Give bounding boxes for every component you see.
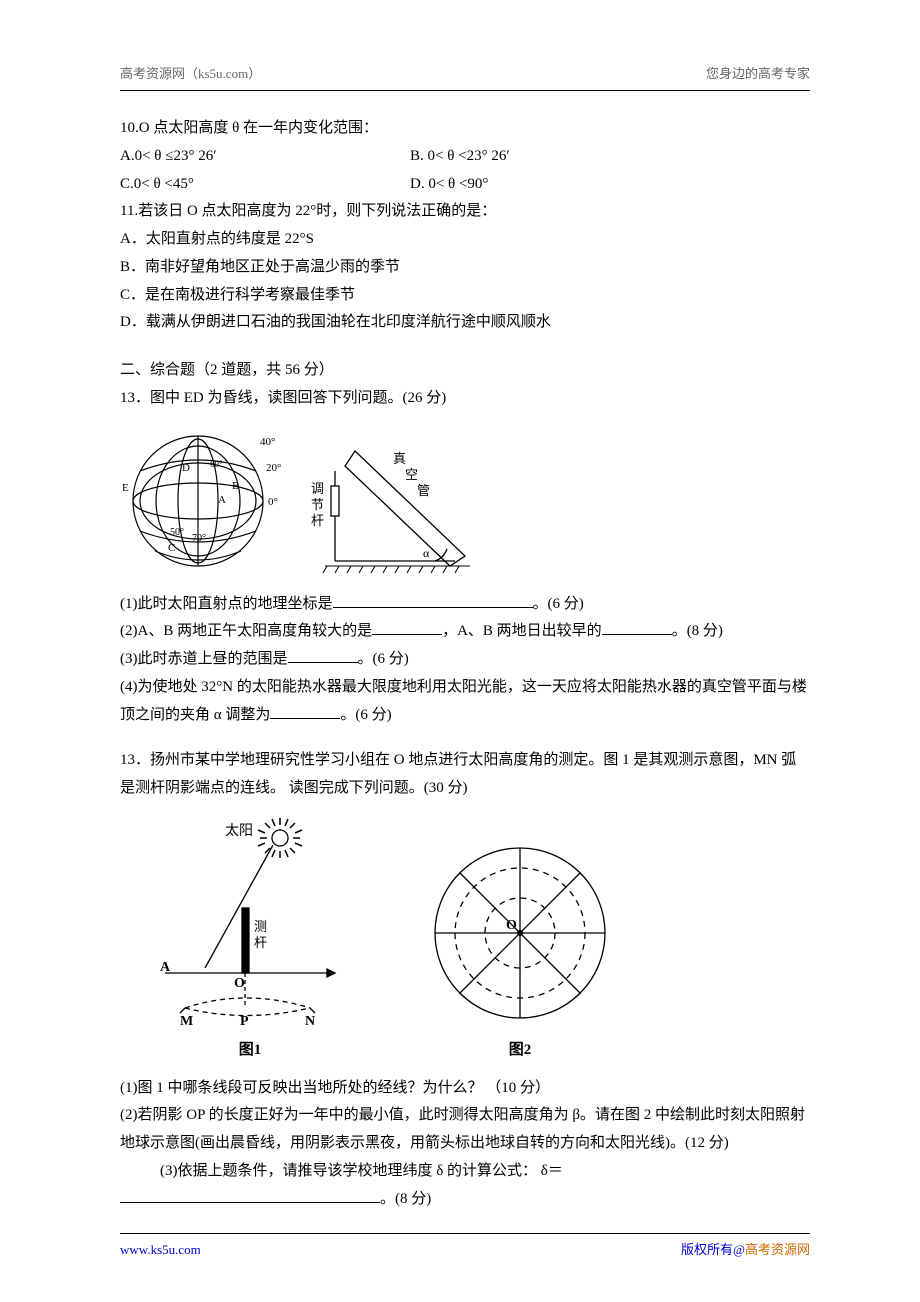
lbl-alpha: α [423,546,430,560]
q13b-p3b: 。(8 分) [120,1186,810,1214]
cap1: 图1 [150,1037,350,1065]
q11-d: D．载满从伊朗进口石油的我国油轮在北印度洋航行途中顺风顺水 [120,309,810,337]
q11-stem: 11.若该日 O 点太阳高度为 22°时，则下列说法正确的是： [120,198,810,226]
q10-optB: B. 0< θ <23° 26′ [410,143,510,171]
lbl-t2: 空 [405,467,418,482]
footer-url: www.ks5u.com [120,1238,201,1262]
q10-stem: 10.O 点太阳高度 θ 在一年内变化范围： [120,115,810,143]
lbl-adj3: 杆 [311,513,324,528]
heater-diagram: 调 节 杆 真 空 管 α [305,421,495,581]
q13b-stem: 13．扬州市某中学地理研究性学习小组在 O 地点进行太阳高度角的测定。图 1 是… [120,747,810,803]
lbl-40: 40° [260,436,275,448]
lbl-60: 60° [210,459,223,469]
q11-a: A．太阳直射点的纬度是 22°S [120,226,810,254]
lbl-50: 50° [170,527,184,538]
blank [602,620,672,635]
lbl-rod2: 杆 [254,935,267,950]
lbl-adj1: 调 [311,481,324,496]
globe-diagram: 40° 20° 0° E D 60° B A C 50° 70° [120,421,285,581]
lbl-N: N [305,1014,315,1029]
blank [372,620,442,635]
q13a-p1: (1)此时太阳直射点的地理坐标是。(6 分) [120,591,810,619]
lbl-0: 0° [268,496,278,508]
q13b-p2: (2)若阴影 OP 的长度正好为一年中的最小值，此时测得太阳高度角为 β。请在图… [120,1102,810,1158]
lbl-A: A [218,494,226,506]
lbl-O2: O [506,918,517,933]
lbl-E: E [122,482,129,494]
section2-title: 二、综合题（2 道题，共 56 分） [120,357,810,385]
lbl-O: O [234,976,245,991]
lbl-t3: 管 [417,483,430,498]
lbl-D: D [182,462,190,474]
q10-optC: C.0< θ <45° [120,171,410,199]
lbl-C: C [168,542,175,554]
lbl-rod1: 测 [254,919,267,934]
cap2: 图2 [410,1037,630,1065]
lbl-A: A [160,960,171,975]
page-footer: www.ks5u.com 版权所有@高考资源网 [120,1233,810,1262]
lbl-B: B [232,480,239,492]
q13a-p3: (3)此时赤道上昼的范围是。(6 分) [120,646,810,674]
q10-row1: A.0< θ ≤23° 26′ B. 0< θ <23° 26′ [120,143,810,171]
q13a-p2: (2)A、B 两地正午太阳高度角较大的是，A、B 两地日出较早的。(8 分) [120,618,810,646]
q13a-p4: (4)为使地处 32°N 的太阳能热水器最大限度地利用太阳光能，这一天应将太阳能… [120,674,810,730]
footer-copy: 版权所有@高考资源网 [681,1238,810,1262]
lbl-sun: 太阳 [225,823,253,839]
blank [270,704,340,719]
q11-b: B．南非好望角地区正处于高温少雨的季节 [120,254,810,282]
caption-row: 图1 图2 [150,1037,810,1065]
page-header: 高考资源网（ks5u.com） 您身边的高考专家 [120,62,810,91]
lbl-70: 70° [192,533,206,544]
q10-optA: A.0< θ ≤23° 26′ [120,143,410,171]
lbl-t1: 真 [393,451,406,466]
q13a-stem: 13．图中 ED 为昏线，读图回答下列问题。(26 分) [120,385,810,413]
header-left: 高考资源网（ks5u.com） [120,62,261,86]
q13b-p1: (1)图 1 中哪条线段可反映出当地所处的经线？为什么？ （10 分） [120,1075,810,1103]
figure-row-1: 40° 20° 0° E D 60° B A C 50° 70° [120,421,810,581]
blank [120,1188,380,1203]
content: 10.O 点太阳高度 θ 在一年内变化范围： A.0< θ ≤23° 26′ B… [120,115,810,1213]
figure-row-2: 太阳 测 杆 A O M P N [150,813,810,1033]
lbl-P: P [240,1014,249,1029]
q10-optD: D. 0< θ <90° [410,171,488,199]
q10-row2: C.0< θ <45° D. 0< θ <90° [120,171,810,199]
lbl-adj2: 节 [311,497,324,512]
header-right: 您身边的高考专家 [706,62,810,86]
blank [333,593,533,608]
q11-c: C．是在南极进行科学考察最佳季节 [120,282,810,310]
q13b-p3: (3)依据上题条件，请推导该学校地理纬度 δ 的计算公式： δ＝ [120,1158,810,1186]
lbl-M: M [180,1014,193,1029]
circle-diagram: O [410,833,630,1033]
lbl-20: 20° [266,462,281,474]
blank [288,648,358,663]
sun-rod-diagram: 太阳 测 杆 A O M P N [150,813,350,1033]
